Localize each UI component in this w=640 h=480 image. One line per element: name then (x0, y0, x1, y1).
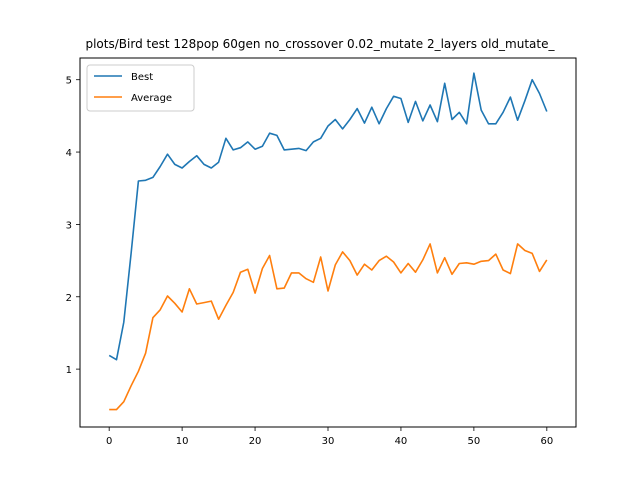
y-tick-label: 2 (66, 293, 72, 304)
y-tick-label: 3 (66, 220, 72, 231)
y-tick-label: 1 (66, 365, 72, 376)
x-tick-label: 50 (468, 436, 481, 447)
x-tick-label: 20 (249, 436, 262, 447)
chart-title: plots/Bird test 128pop 60gen no_crossove… (85, 37, 555, 51)
y-tick-label: 5 (66, 76, 72, 87)
x-tick-label: 40 (395, 436, 408, 447)
series-line-best (108, 72, 548, 361)
series-line-average (109, 243, 548, 411)
axes-frame (79, 57, 577, 428)
legend-label-best: Best (131, 72, 153, 83)
x-tick-label: 0 (106, 436, 112, 447)
x-tick-label: 60 (540, 436, 553, 447)
y-tick-label: 4 (66, 148, 72, 159)
legend: Best Average (86, 64, 195, 112)
legend-label-average: Average (131, 93, 172, 104)
x-tick-label: 30 (322, 436, 335, 447)
x-tick-label: 10 (176, 436, 189, 447)
